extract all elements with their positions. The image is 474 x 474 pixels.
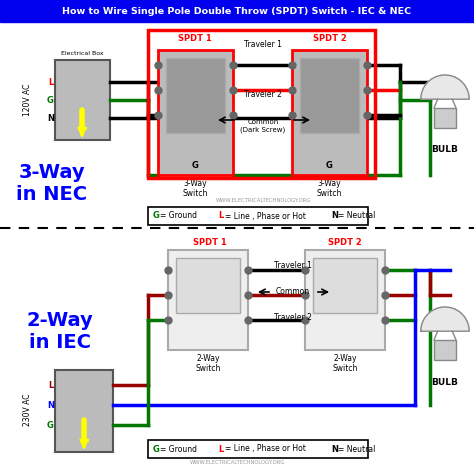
Text: How to Wire Single Pole Double Throw (SPDT) Switch - IEC & NEC: How to Wire Single Pole Double Throw (SP…	[63, 7, 411, 16]
Bar	[148, 207, 368, 225]
Text: = Ground: = Ground	[160, 211, 202, 220]
Bar	[166, 58, 225, 133]
Text: G: G	[153, 445, 160, 454]
Text: 230V AC: 230V AC	[24, 394, 33, 426]
Text: N: N	[47, 401, 54, 410]
Text: G: G	[47, 95, 54, 104]
Bar	[434, 108, 456, 128]
Text: in NEC: in NEC	[17, 185, 88, 204]
Text: N: N	[331, 445, 338, 454]
Text: N: N	[47, 113, 54, 122]
Text: G: G	[153, 211, 160, 220]
Text: 2-Way
Switch: 2-Way Switch	[195, 354, 221, 374]
Text: Electrical Box: Electrical Box	[61, 51, 104, 56]
Text: Common: Common	[276, 288, 310, 297]
Text: SPDT 2: SPDT 2	[328, 237, 362, 246]
Text: N: N	[331, 211, 338, 220]
Text: G: G	[326, 161, 333, 170]
Bar	[55, 370, 113, 452]
Polygon shape	[421, 307, 469, 331]
Bar	[55, 60, 110, 140]
Text: in IEC: in IEC	[29, 332, 91, 352]
Text: 120V AC: 120V AC	[24, 84, 33, 116]
Text: = Neutral: = Neutral	[338, 211, 375, 220]
Text: SPDT 1: SPDT 1	[178, 34, 212, 43]
Text: 3-Way: 3-Way	[18, 164, 85, 182]
Text: Traveler 1: Traveler 1	[274, 262, 312, 271]
Text: L: L	[49, 78, 54, 86]
Text: 2-Way: 2-Way	[27, 310, 93, 329]
Text: SPDT 2: SPDT 2	[313, 34, 347, 43]
Text: WWW.ELECTRICALTECHNOLOGY.ORG: WWW.ELECTRICALTECHNOLOGY.ORG	[215, 198, 310, 202]
Text: Traveler 2: Traveler 2	[244, 90, 282, 99]
Bar	[313, 258, 377, 313]
Text: = Neutral: = Neutral	[338, 445, 375, 454]
Text: 3-Way
Switch: 3-Way Switch	[317, 179, 342, 199]
Bar	[0, 0, 474, 22]
Text: Common
(Dark Screw): Common (Dark Screw)	[240, 119, 286, 133]
Bar	[292, 50, 367, 175]
Text: 2-Way
Switch: 2-Way Switch	[332, 354, 358, 374]
Text: G: G	[47, 420, 54, 429]
Text: = Line , Phase or Hot: = Line , Phase or Hot	[225, 211, 310, 220]
Text: Traveler 1: Traveler 1	[244, 39, 282, 48]
Bar	[300, 58, 359, 133]
Bar	[158, 50, 233, 175]
Text: Traveler 2: Traveler 2	[274, 313, 312, 322]
Bar	[305, 250, 385, 350]
Text: 3-Way
Switch: 3-Way Switch	[183, 179, 208, 199]
Polygon shape	[421, 75, 469, 99]
Bar	[434, 340, 456, 360]
Text: = Ground: = Ground	[160, 445, 202, 454]
Bar	[148, 30, 375, 178]
Bar	[148, 440, 368, 458]
Text: G: G	[192, 161, 199, 170]
Bar	[168, 250, 248, 350]
Text: BULB: BULB	[431, 145, 458, 154]
Bar	[176, 258, 240, 313]
Text: SPDT 1: SPDT 1	[193, 237, 227, 246]
Text: L: L	[218, 445, 223, 454]
Text: WWW.ELECTRICALTECHNOLOGY.ORG: WWW.ELECTRICALTECHNOLOGY.ORG	[190, 459, 284, 465]
Text: = Line , Phase or Hot: = Line , Phase or Hot	[225, 445, 310, 454]
Text: L: L	[218, 211, 223, 220]
Text: BULB: BULB	[431, 378, 458, 387]
Text: L: L	[49, 381, 54, 390]
